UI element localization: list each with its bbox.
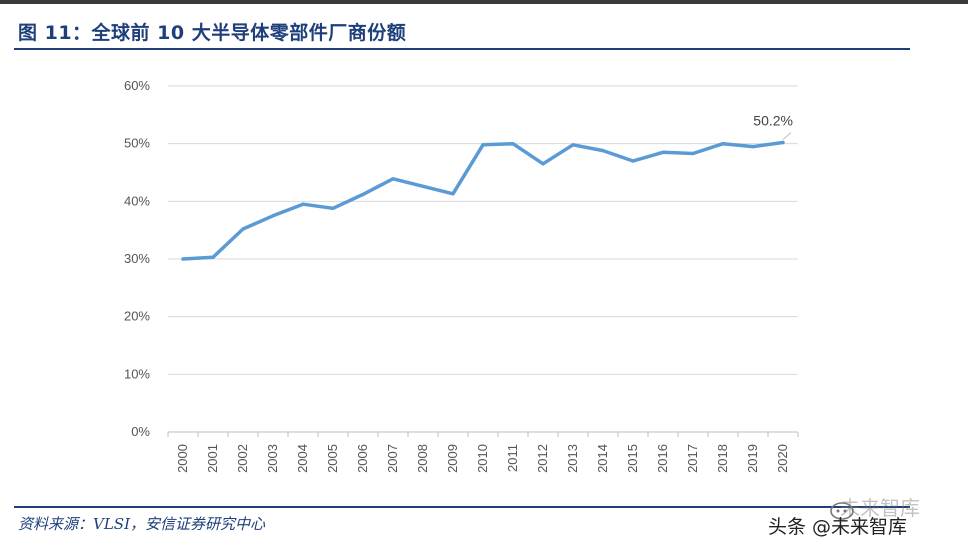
x-tick-label: 2020 xyxy=(775,444,790,473)
x-tick-label: 2003 xyxy=(265,444,280,473)
title-divider xyxy=(14,48,910,50)
data-label-leader xyxy=(782,132,792,140)
x-tick-label: 2005 xyxy=(325,444,340,473)
x-tick-label: 2015 xyxy=(625,444,640,473)
x-axis-ticks: 2000 2001 2002 2003 2004 2005 2006 2007 2008 2009… xyxy=(175,444,790,473)
data-point xyxy=(781,140,785,145)
y-tick-label: 50% xyxy=(124,136,150,151)
x-tick-label: 2008 xyxy=(415,444,430,473)
data-point xyxy=(631,159,635,163)
x-tick-label: 2011 xyxy=(505,444,520,472)
data-point xyxy=(571,143,575,147)
data-point xyxy=(751,144,755,149)
x-tick-label: 2000 xyxy=(175,444,190,473)
series-group xyxy=(181,140,785,261)
watermark: 头条 @未来智库 xyxy=(768,516,908,538)
data-point xyxy=(181,257,185,261)
data-point xyxy=(661,150,665,154)
data-label: 50.2% xyxy=(753,113,793,129)
data-point xyxy=(421,184,425,188)
data-point xyxy=(451,192,455,196)
x-tick-label: 2009 xyxy=(445,444,460,473)
data-point xyxy=(271,214,275,218)
x-tick-label: 2004 xyxy=(295,444,310,473)
gridlines xyxy=(168,85,798,433)
data-point xyxy=(361,192,365,197)
x-tick-label: 2016 xyxy=(655,444,670,473)
footer-divider xyxy=(14,506,910,508)
y-tick-label: 30% xyxy=(124,251,150,266)
top-bar xyxy=(0,0,968,4)
annotations: 50.2% xyxy=(753,113,793,140)
chat-bubble-icon xyxy=(830,502,854,520)
data-point xyxy=(721,142,725,146)
x-tick-label: 2019 xyxy=(745,444,760,473)
y-tick-label: 40% xyxy=(124,193,150,208)
data-point xyxy=(391,177,395,181)
x-tick-label: 2013 xyxy=(565,444,580,473)
x-tick-label: 2006 xyxy=(355,444,370,473)
data-point xyxy=(481,143,485,147)
x-tick-label: 2001 xyxy=(205,444,220,473)
data-point xyxy=(511,142,515,146)
y-tick-label: 0% xyxy=(131,424,150,439)
data-point xyxy=(331,206,335,210)
x-tick-label: 2010 xyxy=(475,444,490,473)
x-tick-label: 2002 xyxy=(235,444,250,473)
y-tick-label: 20% xyxy=(124,309,150,324)
data-point xyxy=(241,227,245,231)
x-tick-label: 2018 xyxy=(715,444,730,473)
x-axis-tick-marks xyxy=(167,432,799,437)
x-tick-label: 2017 xyxy=(685,444,700,473)
x-tick-label: 2012 xyxy=(535,444,550,473)
figure-title: 图 11：全球前 10 大半导体零部件厂商份额 xyxy=(18,22,407,44)
data-point xyxy=(601,148,605,153)
data-point xyxy=(211,255,215,259)
x-tick-label: 2007 xyxy=(385,444,400,473)
x-tick-label: 2014 xyxy=(595,444,610,473)
data-point xyxy=(301,202,305,206)
data-point xyxy=(541,162,545,166)
y-tick-label: 10% xyxy=(124,366,150,381)
y-tick-label: 60% xyxy=(124,78,150,93)
series-line xyxy=(181,140,785,261)
y-axis-ticks: 0% 10% 20% 30% 40% 50% 60% xyxy=(124,78,150,439)
watermark-faint: 未来智库 xyxy=(840,496,920,520)
source-note: 资料来源：VLSI，安信证券研究中心 xyxy=(18,515,265,533)
data-point xyxy=(691,151,695,156)
